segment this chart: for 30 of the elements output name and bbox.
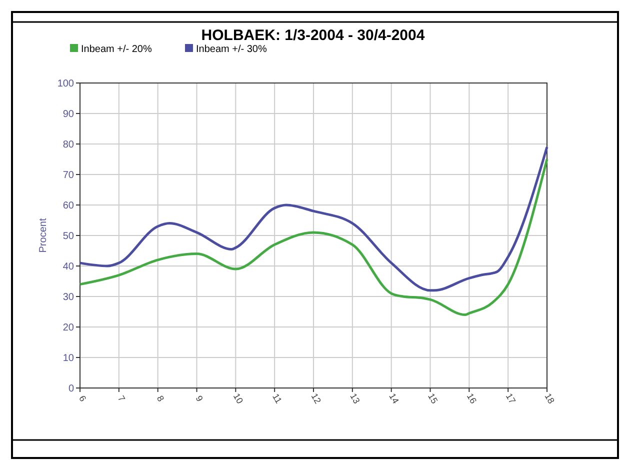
x-tick-label: 14 — [387, 392, 401, 406]
y-tick-label: 0 — [68, 384, 74, 394]
x-tick-label: 15 — [426, 392, 440, 406]
x-tick-label: 12 — [309, 392, 323, 406]
y-axis-title: Procent — [38, 218, 49, 253]
legend-label: Inbeam +/- 30% — [196, 44, 267, 55]
x-tick-label: 16 — [464, 392, 479, 406]
y-tick-label: 80 — [62, 140, 74, 150]
y-tick-label: 30 — [62, 292, 74, 303]
x-tick-label: 6 — [77, 394, 88, 404]
x-tick-label: 13 — [348, 392, 362, 406]
y-tick-label: 50 — [62, 231, 74, 242]
x-tick-label: 18 — [542, 392, 556, 406]
y-tick-label: 40 — [62, 262, 74, 272]
x-tick-label: 8 — [154, 394, 166, 404]
y-tick-label: 10 — [62, 353, 74, 364]
y-tick-label: 70 — [62, 170, 74, 181]
y-tick-label: 60 — [62, 200, 74, 212]
x-tick-label: 17 — [504, 392, 518, 406]
y-tick-label: 100 — [57, 78, 74, 90]
x-tick-label: 7 — [116, 394, 128, 404]
y-tick-label: 20 — [62, 322, 74, 334]
legend-label: Inbeam +/- 20% — [81, 44, 152, 55]
x-tick-label: 11 — [270, 392, 284, 406]
line-series — [78, 158, 548, 316]
y-tick-label: 90 — [62, 109, 74, 120]
line-series — [78, 146, 548, 292]
x-tick-label: 10 — [231, 392, 246, 406]
x-tick-label: 9 — [194, 394, 205, 404]
chart-title: HOLBAEK: 1/3-2004 - 30/4-2004 — [201, 27, 426, 44]
